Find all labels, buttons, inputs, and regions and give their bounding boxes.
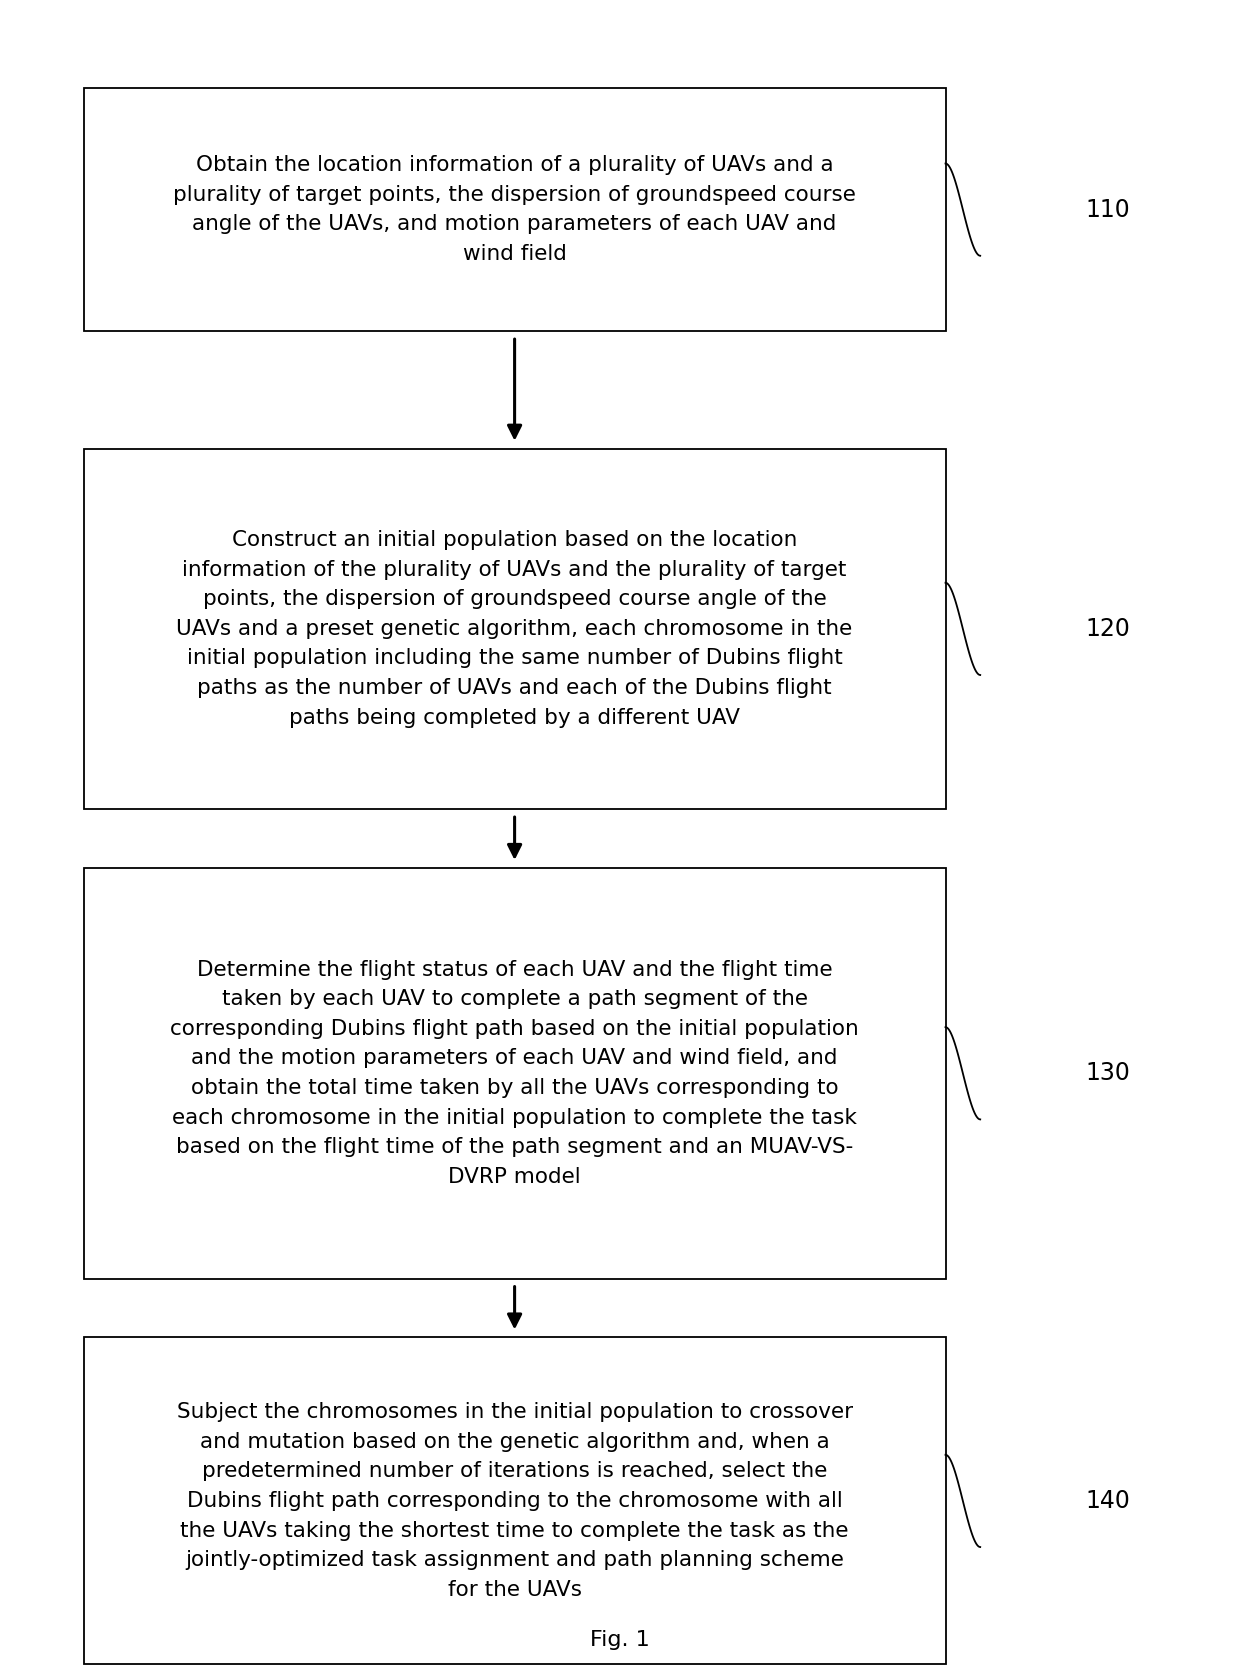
Text: 120: 120 xyxy=(1086,617,1131,641)
Text: 130: 130 xyxy=(1086,1062,1131,1085)
Text: Subject the chromosomes in the initial population to crossover
and mutation base: Subject the chromosomes in the initial p… xyxy=(176,1402,853,1600)
FancyBboxPatch shape xyxy=(84,869,945,1280)
Text: 140: 140 xyxy=(1086,1489,1131,1513)
Text: 110: 110 xyxy=(1086,198,1131,221)
FancyBboxPatch shape xyxy=(84,1338,945,1664)
Text: Determine the flight status of each UAV and the flight time
taken by each UAV to: Determine the flight status of each UAV … xyxy=(170,959,859,1187)
Text: Fig. 1: Fig. 1 xyxy=(590,1630,650,1650)
Text: Obtain the location information of a plurality of UAVs and a
plurality of target: Obtain the location information of a plu… xyxy=(174,156,856,263)
FancyBboxPatch shape xyxy=(84,89,945,332)
Text: Construct an initial population based on the location
information of the plurali: Construct an initial population based on… xyxy=(176,530,853,728)
FancyBboxPatch shape xyxy=(84,449,945,810)
